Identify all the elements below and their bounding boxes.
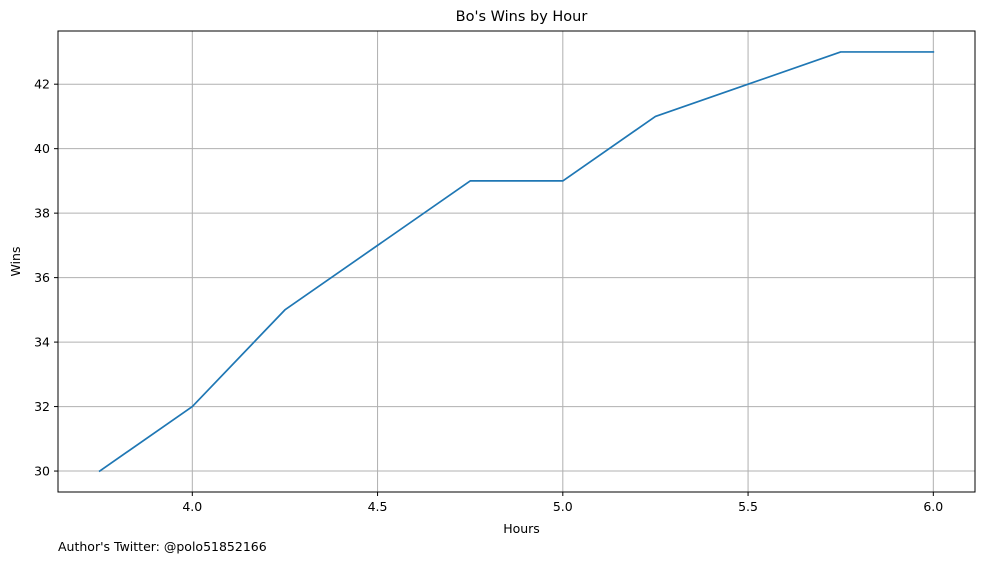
y-axis-ticks: 30 32 34 36 38 40 42 xyxy=(34,77,58,479)
series-layer xyxy=(98,51,935,473)
x-tick-label: 4.5 xyxy=(368,499,388,514)
y-tick-label: 38 xyxy=(34,206,50,221)
x-tick-label: 6.0 xyxy=(923,499,943,514)
y-tick-label: 36 xyxy=(34,270,50,285)
plot-frame xyxy=(57,30,976,493)
x-tick-label: 5.5 xyxy=(738,499,758,514)
y-tick-label: 42 xyxy=(34,77,50,92)
y-tick-label: 30 xyxy=(34,464,50,479)
y-tick-label: 34 xyxy=(34,335,50,350)
x-axis-label: Hours xyxy=(503,521,540,536)
y-tick-label: 32 xyxy=(34,399,50,414)
chart-title: Bo's Wins by Hour xyxy=(456,9,588,25)
y-tick-label: 40 xyxy=(34,141,50,156)
x-tick-label: 5.0 xyxy=(553,499,573,514)
x-axis-ticks: 4.0 4.5 5.0 5.5 6.0 xyxy=(182,492,943,514)
y-axis-label: Wins xyxy=(8,247,23,277)
grid xyxy=(58,31,975,492)
x-tick-label: 4.0 xyxy=(182,499,202,514)
author-credit: Author's Twitter: @polo51852166 xyxy=(58,539,267,554)
series-line xyxy=(98,51,935,473)
